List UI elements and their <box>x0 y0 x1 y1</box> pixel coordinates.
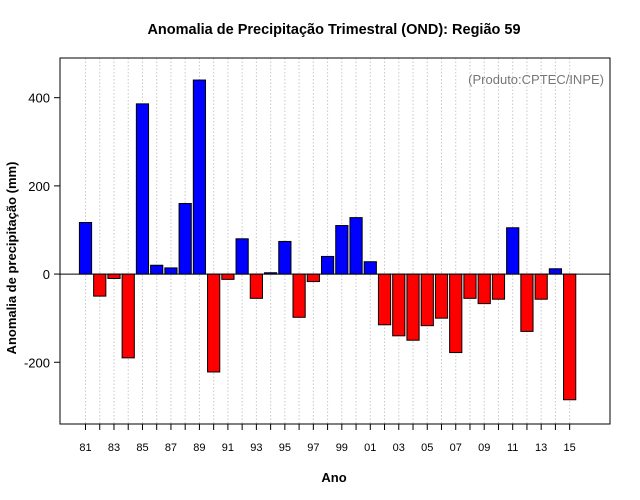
x-tick-label: 11 <box>507 442 518 454</box>
bar-07 <box>449 273 463 354</box>
bars <box>78 79 577 401</box>
bar-15 <box>563 273 577 401</box>
bar-92 <box>235 238 249 275</box>
bar-93 <box>249 273 263 299</box>
bar-03 <box>392 273 406 337</box>
bar-11 <box>506 227 520 275</box>
y-axis: -200 0 200 400 <box>24 91 60 370</box>
grid <box>85 58 571 424</box>
x-tick-label: 97 <box>307 442 319 454</box>
bar-10 <box>491 273 506 300</box>
bar-89 <box>192 79 207 275</box>
bar-12 <box>520 273 534 332</box>
x-tick-label: 91 <box>222 442 234 454</box>
y-tick-label: 400 <box>28 91 50 106</box>
x-tick-label: 09 <box>478 442 490 454</box>
bar-88 <box>178 203 192 275</box>
x-tick-label: 85 <box>136 442 148 454</box>
bar-96 <box>292 273 306 318</box>
bar-83 <box>107 273 121 279</box>
y-axis-label: Anomalia de precipitação (mm) <box>4 162 19 355</box>
y-tick-label: 200 <box>28 179 50 194</box>
bar-09 <box>477 273 491 305</box>
source-annotation: (Produto:CPTEC/INPE) <box>468 72 604 87</box>
bar-99 <box>335 225 349 275</box>
bar-81 <box>78 221 93 275</box>
bar-91 <box>221 273 235 280</box>
bar-95 <box>278 240 292 275</box>
bar-06 <box>434 273 449 319</box>
x-tick-label: 81 <box>79 442 91 454</box>
bar-01 <box>363 261 377 275</box>
x-tick-label: 95 <box>279 442 291 454</box>
x-tick-label: 99 <box>336 442 348 454</box>
bar-84 <box>121 273 135 359</box>
y-tick-label: 0 <box>43 267 50 282</box>
plot-frame <box>59 57 611 425</box>
bar-98 <box>320 255 335 275</box>
bar-86 <box>150 264 164 275</box>
bar-82 <box>93 273 107 297</box>
bar-13 <box>534 273 548 300</box>
chart-title: Anomalia de Precipitação Trimestral (OND… <box>147 22 520 38</box>
bar-97 <box>306 273 320 283</box>
bar-14 <box>548 268 563 275</box>
bar-00 <box>349 217 363 275</box>
bar-05 <box>420 273 434 327</box>
x-tick-label: 93 <box>250 442 262 454</box>
bar-04 <box>406 273 420 341</box>
x-tick-label: 03 <box>393 442 405 454</box>
x-axis: 81 83 85 87 89 91 93 95 97 99 01 03 05 07 09 11 13 15 <box>79 424 576 454</box>
x-tick-label: 05 <box>421 442 433 454</box>
x-tick-label: 83 <box>108 442 120 454</box>
bar-08 <box>463 273 477 299</box>
x-tick-label: 87 <box>165 442 177 454</box>
x-tick-label: 89 <box>193 442 205 454</box>
x-axis-label: Ano <box>321 470 346 485</box>
x-tick-label: 13 <box>535 442 547 454</box>
x-tick-label: 07 <box>450 442 462 454</box>
x-tick-label: 15 <box>564 442 576 454</box>
x-tick-label: 01 <box>364 442 376 454</box>
bar-90 <box>207 273 221 373</box>
bar-02 <box>377 273 392 326</box>
y-tick-label: -200 <box>24 355 50 370</box>
bar-85 <box>135 103 150 275</box>
bar-87 <box>164 267 178 275</box>
